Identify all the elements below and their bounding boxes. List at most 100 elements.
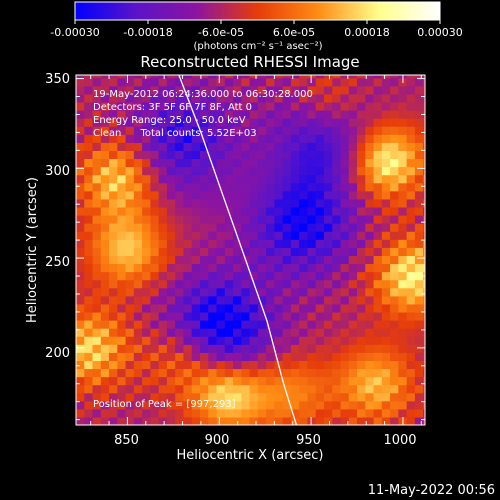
heatmap-cell bbox=[109, 384, 118, 394]
heatmap-cell bbox=[183, 376, 193, 386]
solar-limb-line bbox=[178, 75, 298, 425]
heatmap-cell bbox=[233, 376, 242, 386]
heatmap-cell bbox=[117, 400, 127, 410]
heatmap-cell bbox=[208, 198, 218, 208]
heatmap-cell bbox=[398, 263, 408, 273]
heatmap-cell bbox=[84, 174, 94, 184]
heatmap-cell bbox=[390, 239, 399, 248]
heatmap-cell bbox=[365, 142, 375, 151]
heatmap-cell bbox=[142, 392, 151, 402]
heatmap-cell bbox=[373, 263, 383, 273]
heatmap-cell bbox=[142, 376, 151, 386]
heatmap-cell bbox=[133, 118, 143, 127]
heatmap-cell bbox=[199, 134, 209, 143]
y-tick-label-350: 350 bbox=[45, 72, 70, 87]
heatmap-cell bbox=[373, 408, 383, 418]
heatmap-cell bbox=[183, 223, 193, 232]
heatmap-cell bbox=[266, 303, 275, 313]
heatmap-cell bbox=[423, 206, 425, 216]
heatmap-cell bbox=[365, 295, 375, 305]
heatmap-cell bbox=[274, 271, 284, 281]
heatmap-cell bbox=[142, 126, 151, 135]
heatmap-cell bbox=[109, 376, 118, 386]
heatmap-cell bbox=[332, 142, 342, 151]
heatmap-cell bbox=[373, 311, 383, 321]
heatmap-cell bbox=[381, 263, 391, 273]
heatmap-cell bbox=[183, 328, 193, 337]
heatmap-cell bbox=[208, 344, 218, 353]
heatmap-cell bbox=[142, 384, 151, 394]
heatmap-cell bbox=[142, 416, 151, 425]
heatmap-cell bbox=[381, 110, 391, 119]
heatmap-cell bbox=[100, 328, 110, 337]
heatmap-cell bbox=[109, 279, 118, 289]
heatmap-cell bbox=[414, 336, 424, 345]
heatmap-cell bbox=[381, 75, 391, 79]
heatmap-cell bbox=[307, 77, 317, 87]
heatmap-cell bbox=[414, 303, 424, 313]
heatmap-cell bbox=[92, 247, 102, 256]
heatmap-cell bbox=[290, 311, 300, 321]
heatmap-cell bbox=[348, 77, 358, 87]
heatmap-cell bbox=[340, 408, 350, 418]
heatmap-cell bbox=[423, 416, 425, 425]
heatmap-cell bbox=[365, 215, 375, 224]
heatmap-cell bbox=[241, 134, 251, 143]
heatmap-cell bbox=[282, 110, 292, 119]
heatmap-cell bbox=[365, 336, 375, 345]
heatmap-cell bbox=[84, 118, 94, 127]
heatmap-cell bbox=[84, 311, 94, 321]
heatmap-cell bbox=[100, 311, 110, 321]
heatmap-cell bbox=[299, 384, 309, 394]
heatmap-cell bbox=[406, 134, 416, 143]
heatmap-cell bbox=[307, 360, 317, 370]
heatmap-cell bbox=[307, 287, 317, 297]
heatmap-cell bbox=[266, 368, 275, 378]
heatmap-cell bbox=[357, 198, 366, 208]
heatmap-cell bbox=[100, 255, 110, 265]
heatmap-cell bbox=[241, 328, 251, 337]
heatmap-cell bbox=[191, 408, 201, 418]
heatmap-cell bbox=[323, 360, 333, 370]
heatmap-cell bbox=[340, 271, 350, 281]
heatmap-cell bbox=[315, 198, 325, 208]
heatmap-cell bbox=[183, 158, 193, 168]
heatmap-cell bbox=[249, 368, 259, 378]
heatmap-cell bbox=[398, 271, 408, 281]
heatmap-cell bbox=[76, 110, 85, 119]
heatmap-cell bbox=[133, 85, 143, 95]
heatmap-cell bbox=[199, 77, 209, 87]
heatmap-cell bbox=[266, 279, 275, 289]
heatmap-cell bbox=[158, 174, 168, 184]
heatmap-cell bbox=[249, 231, 259, 240]
heatmap-cell bbox=[406, 376, 416, 386]
heatmap-cell bbox=[150, 303, 160, 313]
heatmap-cell bbox=[191, 166, 201, 176]
heatmap-cell bbox=[166, 75, 176, 79]
heatmap-cell bbox=[175, 231, 185, 240]
heatmap-cell bbox=[100, 134, 110, 143]
heatmap-cell bbox=[299, 279, 309, 289]
heatmap-cell bbox=[414, 271, 424, 281]
heatmap-cell bbox=[332, 360, 342, 370]
heatmap-cell bbox=[381, 247, 391, 256]
heatmap-cell bbox=[323, 142, 333, 151]
heatmap-cell bbox=[315, 336, 325, 345]
heatmap-cell bbox=[257, 400, 267, 410]
heatmap-cell bbox=[307, 126, 317, 135]
heatmap-cell bbox=[100, 287, 110, 297]
heatmap-cell bbox=[332, 368, 342, 378]
heatmap-cell bbox=[299, 271, 309, 281]
heatmap-cell bbox=[290, 255, 300, 265]
heatmap-cell bbox=[216, 215, 226, 224]
heatmap-cell bbox=[100, 263, 110, 273]
heatmap-cell bbox=[208, 126, 218, 135]
heatmap-cell bbox=[282, 247, 292, 256]
heatmap-cell bbox=[125, 303, 135, 313]
heatmap-cell bbox=[233, 271, 242, 281]
heatmap-cell bbox=[199, 376, 209, 386]
heatmap-cell bbox=[274, 93, 284, 103]
heatmap-cell bbox=[158, 247, 168, 256]
heatmap-cell bbox=[266, 182, 275, 192]
heatmap-cell bbox=[257, 384, 267, 394]
